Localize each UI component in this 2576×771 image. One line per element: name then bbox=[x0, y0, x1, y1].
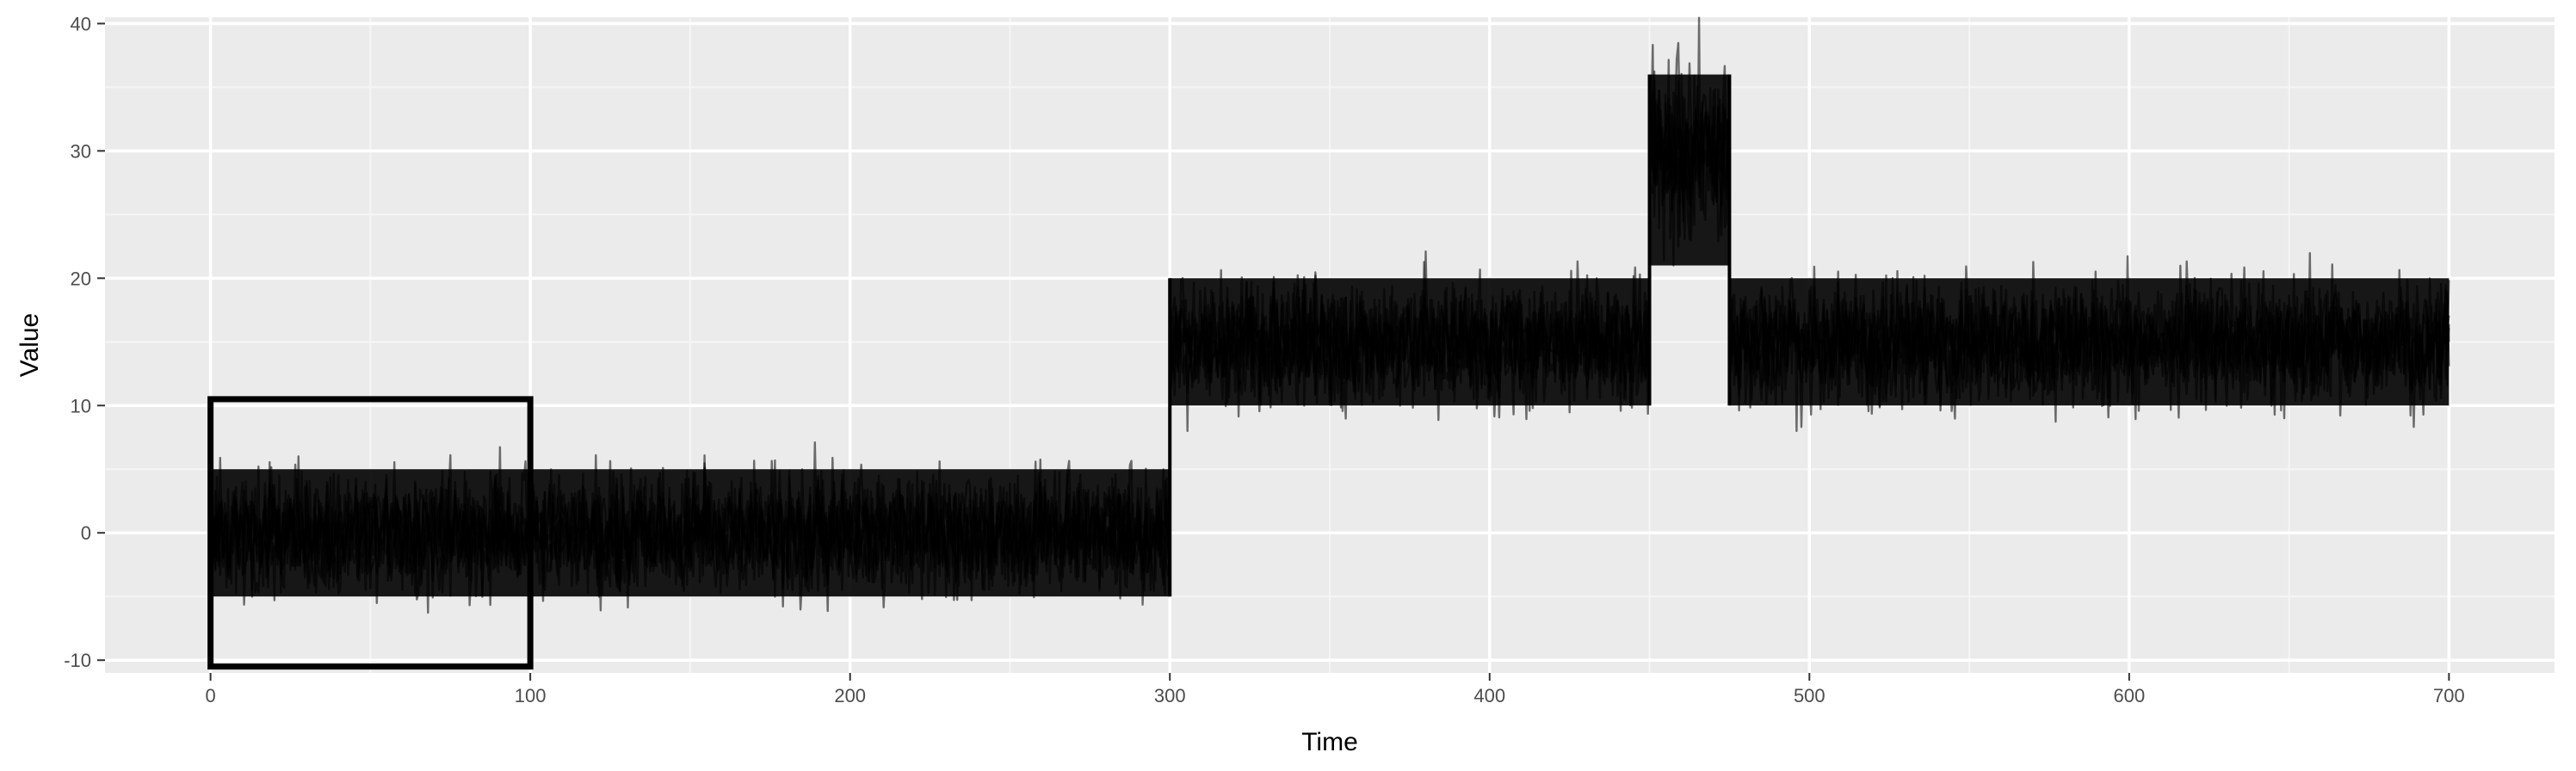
x-tick-label: 600 bbox=[2113, 685, 2145, 706]
axis-ticks bbox=[97, 22, 2450, 681]
y-tick-label: 20 bbox=[71, 268, 91, 289]
y-tick-label: 40 bbox=[71, 13, 91, 34]
x-tick-labels: 0 100 200 300 400 500 600 700 bbox=[205, 685, 2464, 706]
data-series-line bbox=[209, 74, 2450, 613]
x-tick-label: 200 bbox=[834, 685, 866, 706]
x-tick-label: 500 bbox=[1794, 685, 1825, 706]
x-axis-title: Time bbox=[1301, 728, 1358, 756]
x-tick-label: 400 bbox=[1473, 685, 1505, 706]
x-tick-label: 300 bbox=[1154, 685, 1186, 706]
y-tick-label: -10 bbox=[64, 650, 91, 671]
y-axis-title: Value bbox=[15, 313, 44, 378]
y-tick-label: 30 bbox=[71, 140, 91, 162]
data-series-lines bbox=[209, 16, 2450, 614]
x-tick-label: 0 bbox=[205, 685, 215, 706]
y-tick-labels: -10 0 10 20 30 40 bbox=[64, 13, 91, 671]
annotation-box bbox=[207, 396, 534, 670]
x-tick-label: 700 bbox=[2433, 685, 2465, 706]
y-tick-label: 10 bbox=[71, 395, 91, 416]
x-tick-label: 100 bbox=[515, 685, 547, 706]
y-tick-label: 0 bbox=[81, 522, 91, 544]
